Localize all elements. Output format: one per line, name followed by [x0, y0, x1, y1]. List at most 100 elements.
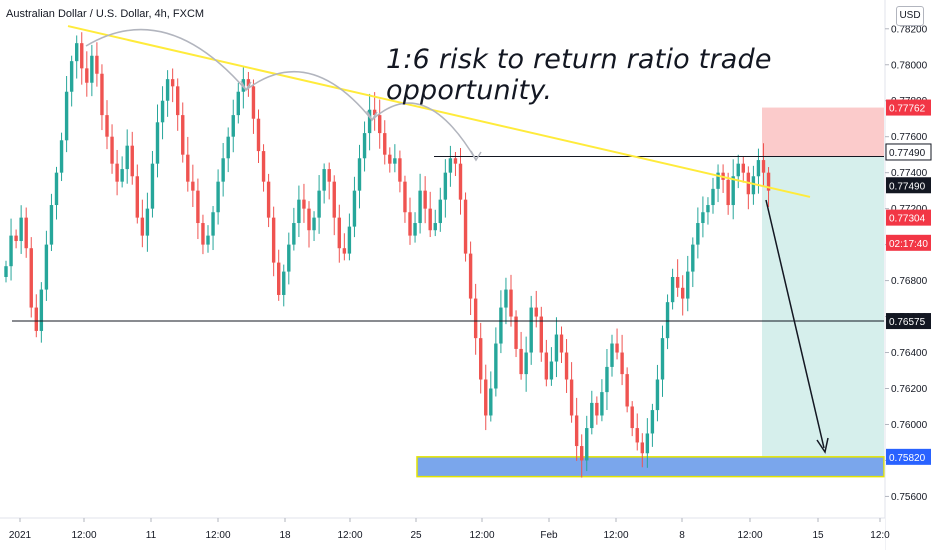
candle	[100, 64, 104, 131]
candle	[256, 109, 261, 164]
candle	[539, 306, 543, 362]
candle	[221, 143, 225, 197]
price-tag-label: 02:17:40	[889, 239, 928, 250]
candle	[600, 379, 604, 422]
candle-body	[408, 212, 412, 236]
candle-body	[655, 379, 660, 411]
candle	[529, 295, 533, 365]
candle	[297, 185, 301, 238]
projection-arrow	[765, 199, 825, 449]
candle	[170, 68, 175, 103]
candle-body	[160, 100, 165, 123]
candle-body	[29, 248, 33, 308]
candle	[569, 362, 574, 423]
candle-body	[580, 446, 584, 461]
candle-body	[226, 136, 230, 159]
candle-body	[398, 158, 402, 182]
price-tag: 02:17:40	[886, 234, 931, 251]
candle-body	[554, 334, 559, 362]
currency-button[interactable]: USD	[896, 6, 924, 26]
stop-loss-zone	[762, 107, 884, 157]
candle-body	[9, 235, 13, 267]
candle-body	[271, 217, 276, 263]
candle-body	[509, 289, 513, 317]
candle-body	[292, 223, 296, 245]
x-tick-label: 12:00	[71, 530, 96, 541]
candle-body	[191, 181, 195, 191]
candle	[54, 166, 59, 220]
candle-body	[766, 172, 771, 191]
candle-body	[251, 86, 256, 119]
candle	[585, 415, 589, 472]
candle	[140, 199, 145, 248]
touch-arc-arrow	[85, 28, 247, 91]
candle-body	[221, 158, 225, 182]
price-tag: 0.75820	[886, 448, 931, 465]
candle	[206, 225, 210, 253]
candle-body	[473, 298, 478, 339]
candle-body	[514, 316, 518, 349]
candle	[691, 237, 695, 288]
candle	[34, 294, 38, 338]
candle	[473, 283, 478, 355]
candle	[231, 99, 235, 153]
trade-annotation: 1:6 risk to return ratio trade opportuni…	[386, 44, 772, 106]
candle-body	[670, 276, 675, 303]
candle-body	[181, 115, 185, 155]
candle-body	[332, 181, 336, 218]
y-tick-label: 0.76000	[891, 420, 928, 431]
y-tick-label: 0.75600	[891, 492, 928, 503]
candle	[398, 150, 402, 193]
candle-body	[287, 244, 291, 272]
candle-body	[499, 307, 503, 344]
candle	[489, 371, 493, 422]
candle-body	[64, 91, 69, 141]
candle-body	[80, 43, 84, 69]
candle	[751, 165, 756, 205]
candle	[438, 187, 442, 232]
candle-body	[105, 115, 109, 137]
y-tick-label: 0.76200	[891, 384, 928, 395]
candle-body	[327, 169, 331, 182]
candle	[590, 390, 594, 435]
price-tag: 0.77762	[886, 99, 931, 116]
candle-body	[438, 199, 442, 224]
candle	[484, 364, 488, 431]
candle	[681, 275, 685, 316]
candle	[24, 207, 28, 258]
candle	[59, 132, 64, 182]
candle	[347, 213, 352, 261]
candle	[660, 325, 665, 397]
candle-body	[44, 244, 49, 290]
candle	[352, 176, 357, 238]
candle	[236, 82, 240, 124]
x-tick-label: 12:00	[603, 530, 628, 541]
candle	[226, 127, 230, 173]
candle	[322, 163, 326, 204]
candle	[741, 156, 745, 183]
candle	[388, 147, 392, 173]
candle	[519, 331, 523, 380]
candle	[4, 260, 8, 283]
candle-body	[393, 158, 397, 164]
candle-body	[479, 338, 483, 380]
price-tag: 0.77304	[886, 209, 931, 226]
price-tag-label: 0.75820	[889, 453, 926, 464]
candle-body	[186, 154, 190, 182]
candle-body	[423, 190, 427, 209]
candle-body	[736, 163, 740, 177]
candle	[69, 55, 74, 107]
candle	[418, 173, 422, 234]
candle-body	[90, 55, 94, 83]
arrowhead-icon	[816, 437, 829, 454]
price-tag-bg	[886, 209, 931, 226]
candle-body	[413, 223, 417, 236]
price-tag-label: 0.77304	[889, 214, 926, 225]
candle	[337, 204, 341, 263]
candle	[246, 71, 251, 97]
candle	[514, 310, 518, 358]
demand-zone	[416, 456, 885, 478]
candle	[277, 249, 281, 301]
candle-body	[706, 205, 710, 213]
